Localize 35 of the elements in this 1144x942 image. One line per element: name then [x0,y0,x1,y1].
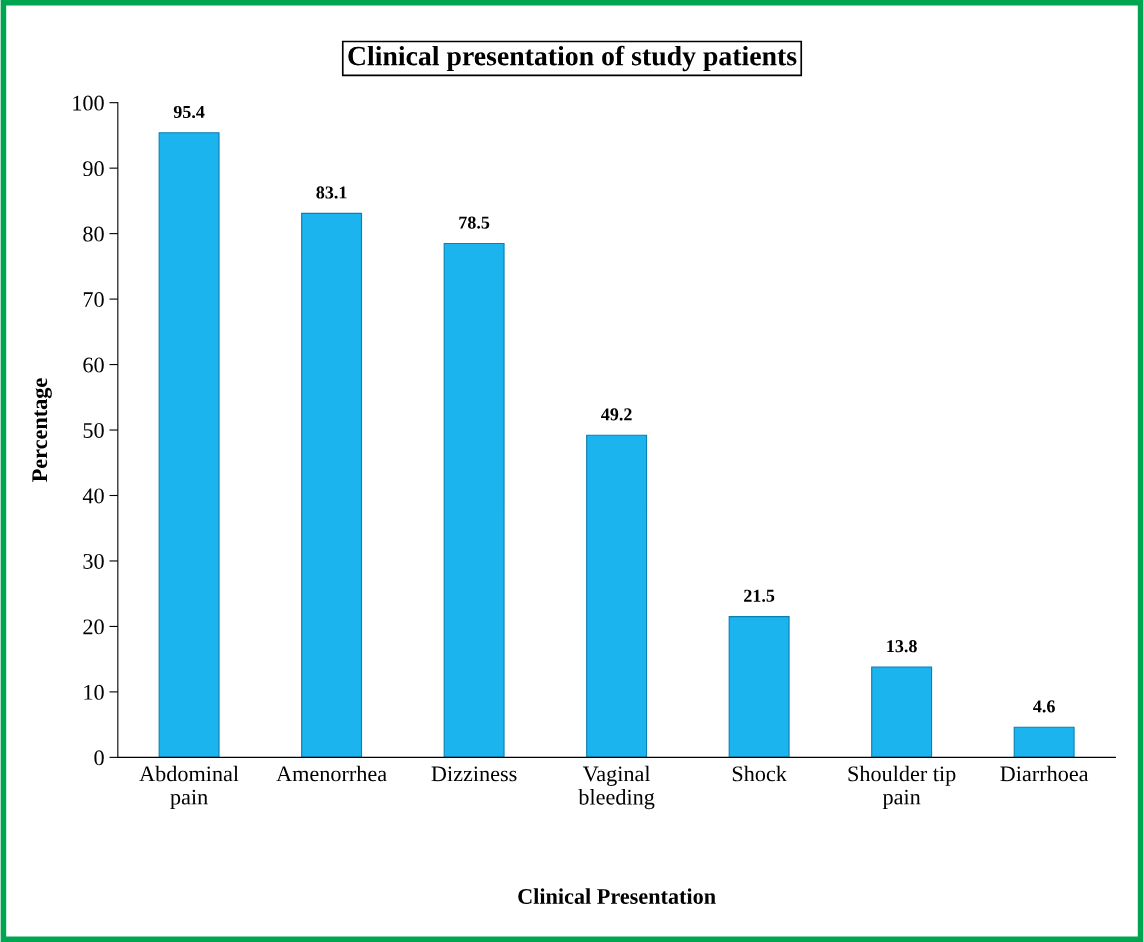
y-tick-label: 20 [83,619,104,635]
y-tick-label: 60 [83,357,104,373]
y-tick-label: 0 [94,750,104,766]
data-label: 78.5 [459,216,490,229]
x-tick-label: Dizziness [431,766,517,782]
x-axis-title: Clinical Presentation [518,888,716,904]
bar [586,434,648,758]
y-tick-label: 40 [82,488,104,504]
bar [158,132,220,758]
data-label: 4.6 [1033,700,1055,713]
data-label: 13.8 [887,640,917,653]
y-tick-label: 80 [83,226,104,242]
bar [443,242,505,758]
x-tick-label: Shoulder tip pain [848,765,956,810]
y-tick-label: 70 [83,292,104,308]
bar [728,616,790,758]
x-tick-label: Abdominal pain [139,765,239,810]
bar [1013,726,1075,758]
y-axis-title: Percentage [32,378,52,482]
y-tick-label: 50 [83,422,104,438]
chart-title: Clinical presentation of study patients [348,45,797,72]
y-tick-label: 10 [84,684,104,700]
bar [871,666,933,758]
data-label: 95.4 [173,105,205,119]
x-tick-label: Diarrhoea [1000,765,1089,782]
x-tick-label: Amenorrhea [276,765,387,782]
data-label: 83.1 [316,186,347,199]
x-tick-label: Vaginal bleeding [578,765,655,810]
bar [301,212,363,758]
y-tick-label: 30 [83,553,104,569]
data-label: 49.2 [601,408,632,421]
y-tick-label: 100 [73,95,104,111]
data-label: 21.5 [744,589,775,602]
x-tick-label: Shock [732,765,787,782]
y-tick-label: 90 [83,161,104,177]
